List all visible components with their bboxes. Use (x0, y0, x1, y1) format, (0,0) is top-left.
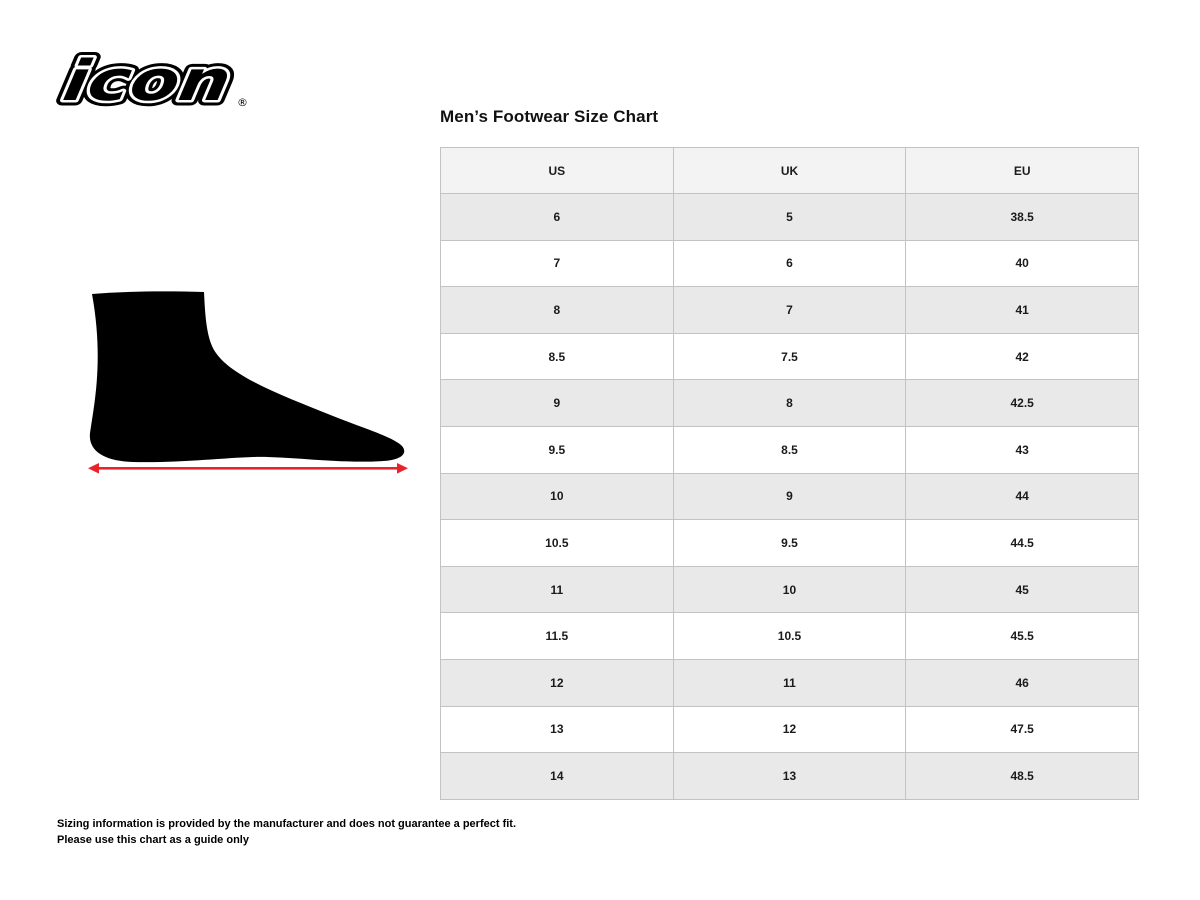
foot-silhouette (89, 291, 405, 463)
size-cell: 11 (440, 565, 674, 614)
table-row: 10 9 44 (440, 472, 1139, 521)
column-header-uk: UK (672, 147, 907, 194)
table-row: 6 5 38.5 (440, 193, 1139, 241)
icon-brand-logo: icon icon icon ® (55, 46, 248, 110)
size-cell: 8 (672, 379, 907, 427)
table-row: 11.5 10.5 45.5 (440, 612, 1139, 660)
header-row: US UK EU (440, 147, 1139, 194)
size-cell: 10.5 (440, 519, 674, 567)
size-cell: 13 (440, 705, 674, 754)
column-header-eu: EU (905, 147, 1139, 194)
size-cell: 12 (672, 705, 907, 754)
size-cell: 47.5 (905, 705, 1139, 754)
size-cell: 10.5 (672, 612, 907, 660)
size-cell: 10 (440, 472, 674, 521)
table-row: 9.5 8.5 43 (440, 425, 1139, 474)
foot-silhouette-figure (88, 291, 408, 474)
size-table-body: 6 5 38.5 7 6 40 8 7 41 8.5 7.5 42 9 8 42.5 9.5 8.5 43 10 9 4… (440, 193, 1139, 800)
logo-text-fill: icon (59, 49, 236, 110)
size-cell: 44.5 (905, 519, 1139, 567)
footer-line-2: Please use this chart as a guide only (57, 834, 249, 846)
size-cell: 8 (440, 286, 674, 334)
logo-registered-mark: ® (237, 96, 248, 109)
size-cell: 10 (672, 565, 907, 614)
size-cell: 7.5 (672, 332, 907, 381)
table-row: 13 12 47.5 (440, 705, 1139, 754)
size-cell: 7 (440, 239, 674, 288)
table-row: 11 10 45 (440, 565, 1139, 614)
footer-disclaimer: Sizing information is provided by the ma… (57, 816, 516, 848)
size-cell: 38.5 (905, 193, 1139, 241)
size-table: US UK EU 6 5 38.5 7 6 40 8 7 41 8.5 7.5 42 9 8 42.5 9.5 8.… (440, 147, 1139, 800)
table-row: 10.5 9.5 44.5 (440, 519, 1139, 567)
table-row: 14 13 48.5 (440, 752, 1139, 800)
size-cell: 6 (672, 239, 907, 288)
size-cell: 14 (440, 752, 674, 800)
size-cell: 5 (672, 193, 907, 241)
size-cell: 9.5 (440, 425, 674, 474)
size-cell: 9 (440, 379, 674, 427)
table-row: 8 7 41 (440, 286, 1139, 334)
footer-line-1: Sizing information is provided by the ma… (57, 818, 517, 830)
size-cell: 48.5 (905, 752, 1139, 800)
size-cell: 45 (905, 565, 1139, 614)
size-cell: 8.5 (440, 332, 674, 381)
size-cell: 12 (440, 658, 674, 707)
table-row: 9 8 42.5 (440, 379, 1139, 427)
size-cell: 45.5 (905, 612, 1139, 660)
size-cell: 11.5 (440, 612, 674, 660)
size-cell: 42.5 (905, 379, 1139, 427)
size-cell: 9 (672, 472, 907, 521)
page-title: Men’s Footwear Size Chart (440, 107, 659, 126)
size-table-head: US UK EU (440, 147, 1139, 194)
size-cell: 46 (905, 658, 1139, 707)
size-cell: 11 (672, 658, 907, 707)
length-arrow (88, 463, 408, 474)
logo-text-gap: icon (59, 49, 236, 110)
size-cell: 41 (905, 286, 1139, 334)
size-cell: 43 (905, 425, 1139, 474)
table-row: 12 11 46 (440, 658, 1139, 707)
size-cell: 6 (440, 193, 674, 241)
size-cell: 40 (905, 239, 1139, 288)
logo-text-outline: icon (59, 49, 236, 110)
column-header-us: US (440, 147, 674, 194)
size-cell: 13 (672, 752, 907, 800)
size-cell: 42 (905, 332, 1139, 381)
table-row: 8.5 7.5 42 (440, 332, 1139, 381)
table-row: 7 6 40 (440, 239, 1139, 288)
size-cell: 44 (905, 472, 1139, 521)
size-cell: 9.5 (672, 519, 907, 567)
size-cell: 7 (672, 286, 907, 334)
size-cell: 8.5 (672, 425, 907, 474)
